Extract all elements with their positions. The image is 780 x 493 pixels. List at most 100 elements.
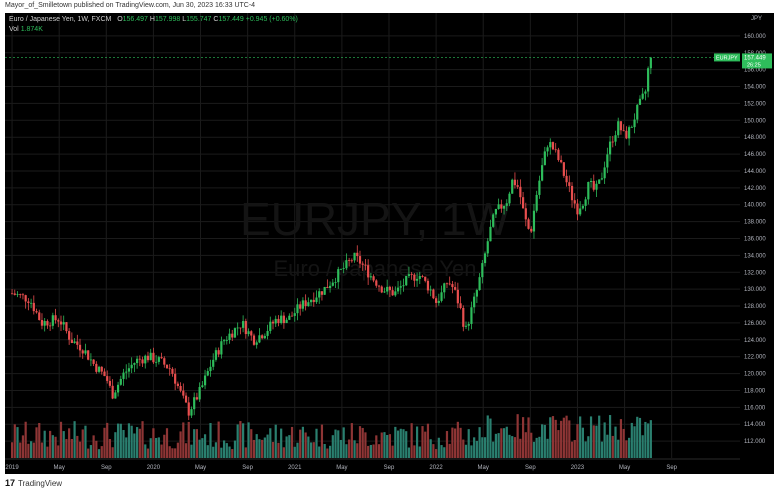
candle-body: [103, 371, 106, 377]
volume-bar: [519, 438, 522, 458]
candle: [288, 313, 291, 321]
volume-bar: [467, 429, 470, 458]
candle: [600, 172, 604, 181]
candle-body: [625, 130, 628, 139]
candle: [103, 368, 106, 377]
candle: [184, 392, 188, 404]
watermark-symbol: EURJPY, 1W: [240, 193, 511, 245]
watermark-description: Euro / Japanese Yen: [273, 256, 476, 281]
volume-bar: [380, 432, 383, 458]
candle: [299, 301, 302, 316]
candle-body: [391, 290, 394, 296]
candle: [494, 208, 498, 219]
candle: [611, 135, 614, 148]
volume-bar: [261, 439, 264, 458]
candle: [19, 293, 22, 299]
candle: [266, 324, 269, 340]
y-tick-label: 148.000: [744, 135, 766, 141]
candle-body: [432, 289, 435, 299]
candle-body: [396, 287, 400, 292]
candle: [78, 338, 82, 358]
candle-body: [513, 179, 517, 186]
candle-body: [231, 333, 234, 338]
volume-bar: [222, 440, 226, 458]
candle-body: [247, 331, 250, 335]
volume-bar: [190, 444, 193, 458]
candle-body: [573, 200, 576, 204]
candle: [418, 271, 421, 285]
candle-body: [323, 286, 326, 295]
volume-bar: [111, 447, 114, 458]
candle-body: [448, 283, 451, 285]
candle-body: [459, 303, 462, 308]
candle-body: [146, 355, 150, 361]
low-value: 155.747: [186, 16, 212, 23]
candle: [473, 292, 476, 314]
candle-body: [141, 359, 144, 364]
x-tick-label: Sep: [101, 465, 112, 471]
volume-bar: [473, 437, 476, 458]
candle: [38, 309, 41, 321]
volume-bar: [565, 415, 568, 458]
volume-bar: [304, 432, 307, 458]
candle-body: [127, 368, 131, 372]
candle: [255, 340, 258, 349]
volume-bar: [617, 439, 620, 458]
candle-body: [489, 226, 492, 242]
tradingview-logo-icon: 17: [5, 478, 16, 488]
volume-bar: [649, 420, 652, 458]
candle: [179, 382, 182, 393]
candle: [508, 191, 511, 207]
chart-svg[interactable]: EURJPY, 1W Euro / Japanese Yen JPY 160.000 1…: [5, 13, 774, 474]
volume-bar: [622, 428, 625, 458]
volume-bar: [13, 424, 16, 458]
volume-bar: [87, 448, 90, 458]
volume-bar: [43, 430, 46, 458]
candle: [261, 334, 264, 340]
candle: [467, 321, 470, 331]
volume-bar: [410, 423, 413, 458]
volume-bar: [168, 446, 171, 458]
volume-bar: [217, 421, 220, 458]
candle: [608, 135, 612, 162]
volume-bar: [323, 444, 326, 458]
candle-body: [543, 151, 546, 166]
candle-body: [309, 299, 313, 303]
candle-body: [136, 358, 139, 364]
volume-bar: [402, 429, 405, 458]
candle: [603, 161, 606, 185]
candle-body: [59, 321, 63, 325]
candle-body: [288, 315, 291, 320]
volume-bar: [415, 426, 419, 458]
high-label: H: [149, 16, 155, 23]
volume-bar: [470, 445, 473, 458]
volume-bar: [524, 432, 527, 458]
candle-body: [394, 291, 397, 296]
volume-bar: [288, 435, 291, 458]
y-tick-label: 160.000: [744, 34, 766, 40]
y-tick-label: 124.000: [744, 338, 766, 344]
volume-bar: [611, 435, 614, 458]
volume-bar: [513, 437, 517, 458]
candle-body: [255, 342, 258, 345]
candle: [92, 359, 95, 367]
candle: [258, 328, 261, 344]
candle-body: [32, 302, 35, 312]
candle: [201, 380, 204, 388]
brand-name: TradingView: [18, 478, 63, 488]
candle: [513, 172, 517, 189]
high-value: 157.998: [154, 16, 181, 23]
symbol-badge-text: EURJPY: [716, 55, 738, 61]
candle: [541, 158, 544, 182]
volume-bar: [299, 429, 302, 458]
candle: [356, 245, 359, 262]
candle-body: [21, 294, 25, 296]
candle: [225, 336, 228, 345]
volume-bar: [440, 445, 443, 458]
volume-bar: [508, 434, 511, 458]
candle-body: [250, 331, 253, 336]
candle: [97, 365, 101, 374]
candle-body: [203, 375, 207, 386]
volume-bar: [179, 431, 182, 458]
chart-area[interactable]: EURJPY, 1W Euro / Japanese Yen JPY 160.000 1…: [5, 13, 774, 474]
